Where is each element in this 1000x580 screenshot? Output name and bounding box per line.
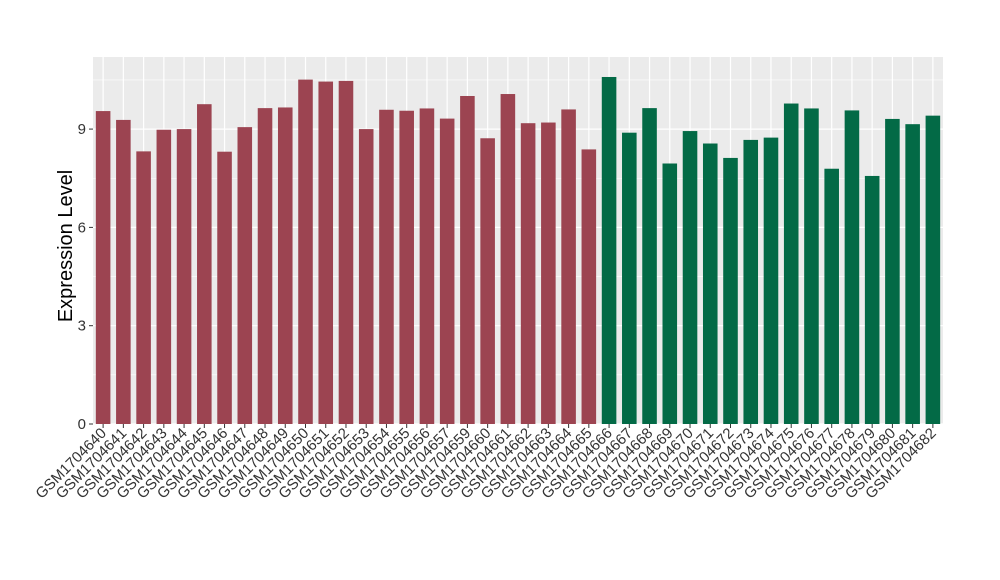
bar-GSM1704673 [743, 139, 759, 424]
bar-GSM1704655 [399, 110, 414, 424]
bar-GSM1704674 [763, 137, 779, 424]
bar-GSM1704679 [864, 175, 880, 424]
bar-GSM1704648 [257, 108, 273, 424]
bar-GSM1704641 [116, 119, 131, 425]
bar-GSM1704669 [662, 163, 678, 424]
bar-GSM1704652 [338, 80, 354, 424]
bar-GSM1704642 [136, 151, 151, 424]
bar-GSM1704672 [723, 157, 738, 425]
bar-GSM1704656 [419, 108, 435, 425]
bar-GSM1704670 [682, 131, 698, 424]
bar-GSM1704644 [176, 129, 192, 424]
bar-GSM1704653 [358, 129, 374, 424]
bar-GSM1704645 [197, 104, 212, 424]
bar-GSM1704662 [520, 123, 536, 424]
bar-GSM1704663 [541, 122, 556, 425]
bar-GSM1704666 [601, 76, 617, 424]
bar-GSM1704654 [379, 109, 394, 424]
plot-panel [93, 57, 943, 424]
y-tick-label: 9 [78, 121, 86, 138]
bar-GSM1704667 [622, 132, 637, 424]
bar-GSM1704676 [804, 108, 819, 425]
y-axis: 0 3 6 9 [78, 121, 93, 433]
y-tick-label: 6 [78, 219, 86, 236]
bar-GSM1704640 [95, 111, 111, 425]
bar-GSM1704680 [885, 118, 900, 425]
bar-GSM1704665 [581, 149, 597, 425]
bar-GSM1704671 [702, 143, 718, 424]
bar-GSM1704664 [561, 109, 576, 424]
bar-GSM1704651 [318, 81, 334, 424]
bar-GSM1704678 [844, 110, 860, 424]
bar-GSM1704681 [905, 124, 920, 425]
bars [95, 76, 941, 425]
bar-GSM1704661 [500, 94, 516, 424]
bar-GSM1704657 [439, 118, 455, 424]
bar-GSM1704650 [298, 79, 313, 424]
y-tick-label: 0 [78, 416, 86, 433]
bar-GSM1704677 [824, 168, 839, 424]
bar-GSM1704659 [460, 95, 475, 425]
bar-GSM1704675 [783, 103, 799, 424]
bar-GSM1704649 [277, 107, 293, 425]
bar-GSM1704660 [480, 138, 495, 424]
bar-GSM1704646 [217, 151, 232, 425]
y-axis-title: Expression Level [55, 170, 77, 322]
bar-GSM1704668 [642, 108, 657, 424]
bar-GSM1704647 [237, 127, 253, 424]
x-axis: GSM1704640GSM1704641GSM1704642GSM1704643… [32, 424, 940, 502]
bar-GSM1704682 [925, 115, 941, 424]
y-tick-label: 3 [78, 318, 86, 335]
bar-GSM1704643 [156, 129, 172, 425]
